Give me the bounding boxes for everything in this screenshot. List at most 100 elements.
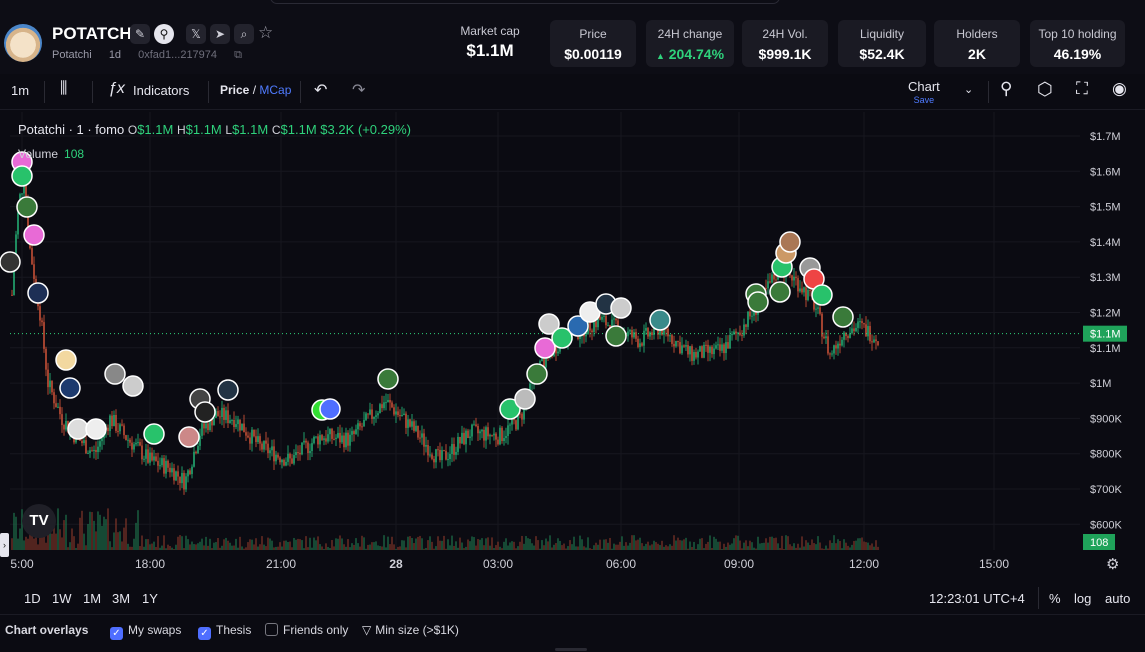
- volume-bar: [317, 536, 319, 550]
- log-toggle[interactable]: log: [1074, 591, 1092, 606]
- candle-body: [91, 450, 93, 452]
- quick-search-icon[interactable]: ⚲: [1000, 79, 1013, 98]
- divider: [208, 81, 209, 103]
- chart-layout-button[interactable]: Chart Save: [908, 79, 940, 105]
- candle-body: [269, 450, 271, 454]
- timeframe-3m[interactable]: 3M: [112, 591, 131, 606]
- volume-bar: [737, 535, 739, 550]
- candle-body: [265, 440, 267, 444]
- candle-body: [59, 406, 61, 415]
- candle-body: [793, 276, 795, 281]
- candle-body: [747, 311, 749, 327]
- volume-bar: [841, 548, 843, 550]
- candle-body: [271, 446, 273, 451]
- resize-handle[interactable]: [555, 648, 587, 651]
- chevron-down-icon[interactable]: ⌄: [964, 84, 974, 96]
- checkbox-checked-icon[interactable]: ✓: [110, 627, 123, 640]
- volume-bar: [151, 543, 153, 550]
- friends-only-checkbox[interactable]: Friends only: [265, 623, 348, 637]
- undo-icon[interactable]: ↶: [314, 82, 328, 99]
- my-swaps-checkbox[interactable]: ✓ My swaps: [110, 623, 181, 640]
- market-cap-stat: Market cap $1.1M: [448, 24, 532, 61]
- volume-bar: [375, 541, 377, 550]
- volume-bar: [277, 546, 279, 550]
- volume-bar: [759, 543, 761, 550]
- timeframe-1w[interactable]: 1W: [52, 591, 72, 606]
- candle-body: [285, 461, 287, 466]
- candle-body: [699, 346, 701, 352]
- volume-bar: [339, 535, 341, 550]
- candle-body: [677, 340, 679, 343]
- fx-icon[interactable]: ƒx: [108, 80, 125, 97]
- tradingview-logo[interactable]: TV: [22, 504, 56, 538]
- candle-body: [685, 345, 687, 347]
- candle-body: [591, 330, 593, 333]
- y-tick-label: $1.6M: [1090, 166, 1121, 178]
- candle-body: [185, 476, 187, 490]
- candle-body: [635, 332, 637, 339]
- volume-bar: [17, 538, 19, 550]
- edit-icon[interactable]: ✎: [130, 24, 150, 44]
- interval-button[interactable]: 1m: [11, 83, 30, 98]
- volume-bar: [395, 548, 397, 550]
- candle-body: [485, 427, 487, 441]
- volume-bar: [21, 509, 23, 550]
- thesis-checkbox[interactable]: ✓ Thesis: [198, 623, 251, 640]
- candle-body: [771, 274, 773, 283]
- search-bar[interactable]: [270, 0, 780, 4]
- volume-bar: [547, 541, 549, 550]
- volume-bar: [541, 540, 543, 550]
- utc-clock[interactable]: 12:23:01 UTC+4: [929, 591, 1025, 606]
- volume-bar: [509, 542, 511, 550]
- candle-body: [433, 458, 435, 463]
- candle-body: [407, 419, 409, 428]
- token-address[interactable]: 0xfad1...217974: [138, 49, 218, 61]
- copy-icon[interactable]: ⧉: [234, 49, 242, 61]
- auto-toggle[interactable]: auto: [1105, 591, 1131, 606]
- price-toggle[interactable]: Price: [220, 83, 250, 97]
- star-icon[interactable]: ☆: [258, 23, 274, 42]
- volume-bar: [363, 537, 365, 550]
- candle-body: [327, 434, 329, 442]
- candle-body: [637, 338, 639, 347]
- volume-bar: [457, 547, 459, 550]
- candle-body: [837, 343, 839, 349]
- collapse-handle[interactable]: ›: [0, 533, 9, 557]
- candle-body: [443, 450, 445, 452]
- candle-body: [633, 332, 635, 338]
- price-chart[interactable]: $1.7M $1.6M $1.5M $1.4M $1.3M $1.2M $1.1M $1M $9…: [0, 112, 1145, 584]
- candle-body: [691, 346, 693, 361]
- search-icon[interactable]: ⌕: [234, 24, 254, 44]
- trade-marker-avatar: [649, 309, 671, 331]
- x-icon[interactable]: 𝕏: [186, 24, 206, 44]
- candle-body: [299, 452, 301, 455]
- volume-bar: [349, 547, 351, 550]
- volume-bar: [73, 536, 75, 550]
- candle-body: [189, 470, 191, 475]
- telegram-icon[interactable]: ➤: [210, 24, 230, 44]
- volume-bar: [231, 545, 233, 550]
- redo-icon[interactable]: ↷: [352, 82, 366, 99]
- save-label[interactable]: Save: [913, 95, 935, 105]
- price-mcap-toggle[interactable]: Price / MCap: [220, 83, 291, 97]
- checkbox-checked-icon[interactable]: ✓: [198, 627, 211, 640]
- camera-icon[interactable]: ◉: [1112, 79, 1127, 98]
- link-icon[interactable]: ⚲: [154, 24, 174, 44]
- min-size-filter[interactable]: ▽ Min size (>$1K): [362, 623, 459, 637]
- settings-icon[interactable]: ⬡: [1037, 79, 1053, 99]
- volume-bar: [755, 548, 757, 550]
- timeframe-1d[interactable]: 1D: [24, 591, 41, 606]
- holders-label: Holders: [956, 27, 998, 41]
- percent-toggle[interactable]: %: [1049, 591, 1061, 606]
- indicators-button[interactable]: Indicators: [133, 83, 190, 98]
- candle-body: [245, 432, 247, 436]
- candle-body: [471, 424, 473, 437]
- candles-icon[interactable]: ⫼: [60, 80, 68, 97]
- volume-bar: [601, 548, 603, 550]
- mcap-toggle[interactable]: MCap: [259, 83, 292, 97]
- timeframe-1y[interactable]: 1Y: [142, 591, 158, 606]
- trade-marker-avatar: [319, 398, 341, 420]
- timeframe-1m[interactable]: 1M: [83, 591, 102, 606]
- checkbox-empty-icon[interactable]: [265, 623, 278, 636]
- fullscreen-icon[interactable]: ⛶: [1076, 79, 1088, 98]
